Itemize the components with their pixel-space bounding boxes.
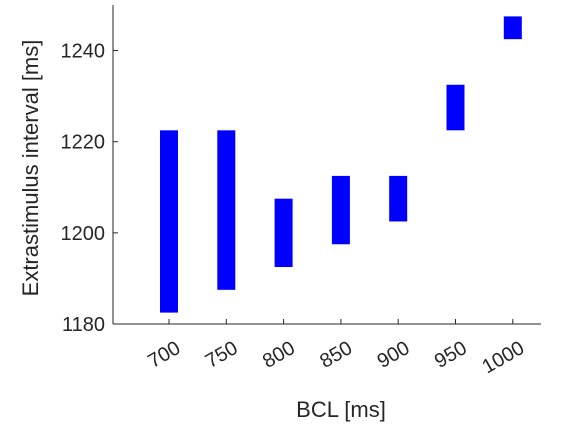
x-tick-label: 700 <box>144 337 184 373</box>
y-tick-label: 1180 <box>62 314 105 336</box>
range-bar <box>503 16 522 40</box>
x-tick-label: 950 <box>431 337 471 373</box>
range-bar <box>274 198 293 268</box>
range-bar <box>217 130 236 290</box>
y-tick-label: 1220 <box>61 132 106 154</box>
y-tick-labels: 1180 1200 1220 1240 <box>61 41 106 336</box>
range-bar <box>331 175 350 245</box>
x-tick-label: 800 <box>259 337 299 373</box>
bars-group <box>160 16 522 313</box>
axes <box>112 5 541 325</box>
x-tick-label: 1000 <box>479 337 529 378</box>
range-bar <box>160 130 178 313</box>
x-tick-label: 750 <box>202 337 242 373</box>
x-tick-label: 900 <box>374 337 414 373</box>
x-tick-label: 850 <box>316 337 356 373</box>
range-bar <box>389 175 408 222</box>
y-tick-label: 1200 <box>61 223 106 245</box>
x-axis-label: BCL [ms] <box>296 397 386 422</box>
range-bar <box>446 84 465 131</box>
y-tick-label: 1240 <box>61 41 106 63</box>
y-axis-label: Extrastimulus interval [ms] <box>18 40 43 297</box>
x-tick-labels: 700 750 800 850 900 950 1000 <box>144 337 528 378</box>
